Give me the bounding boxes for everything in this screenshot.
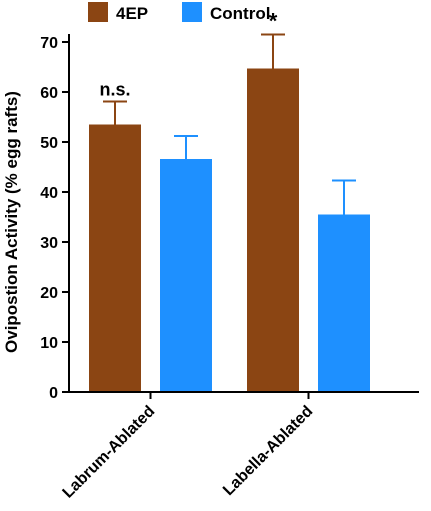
legend-label-control: Control [210,4,270,23]
significance-label: n.s. [99,80,130,100]
legend-label-4ep: 4EP [116,4,148,23]
y-axis: 0 10 20 30 40 50 60 70 [40,34,70,402]
y-tick-label: 10 [40,335,58,352]
significance-annotations: n.s. * [99,9,277,100]
y-axis-label: Ovipostion Activity (% egg rafts) [2,91,21,353]
error-bars [103,33,356,215]
y-tick-label: 50 [40,135,58,152]
legend-swatch-control [182,2,202,22]
y-tick-label: 20 [40,285,58,302]
legend: 4EP Control [88,2,270,23]
y-tick-label: 70 [40,35,58,52]
bar [160,159,212,392]
significance-label: * [269,9,278,34]
bar [247,68,299,392]
y-tick-label: 0 [49,385,58,402]
bar [89,124,141,392]
x-tick-label: Labrum-Ablated [60,403,159,502]
y-tick-label: 60 [40,85,58,102]
y-tick-label: 40 [40,185,58,202]
bar [318,214,370,392]
legend-swatch-4ep [88,2,108,22]
x-tick-label: Labella-Ablated [220,403,316,499]
y-tick-label: 30 [40,235,58,252]
x-axis: Labrum-Ablated Labella-Ablated [60,391,419,502]
bars [89,68,370,392]
